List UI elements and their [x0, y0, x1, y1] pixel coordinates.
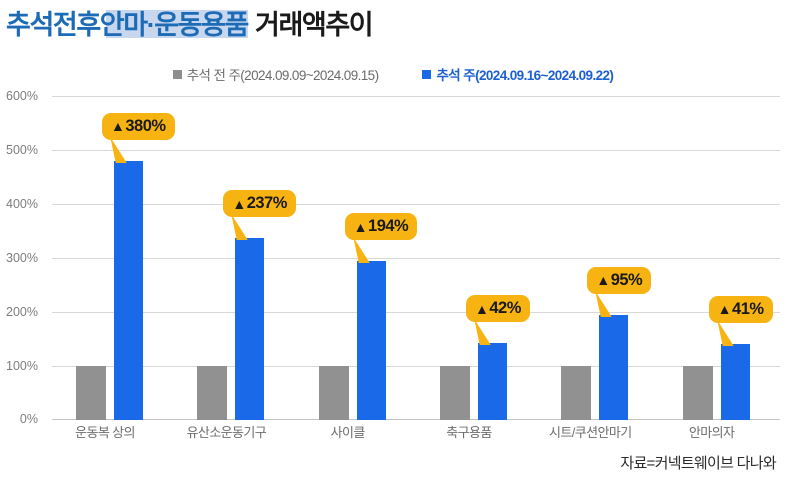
gridline-600 [52, 96, 780, 97]
x-axis-label: 축구용품 [446, 425, 492, 440]
legend-label-previous: 추석 전 주(2024.09.09~2024.09.15) [186, 68, 379, 83]
bar-chuseok-week[interactable] [599, 314, 629, 420]
legend-swatch-icon-previous [172, 69, 182, 79]
data-label-callout: ▲ 194% [344, 213, 418, 264]
legend-item-chuseok-week[interactable]: 추석 주(2024.09.16~2024.09.22) [422, 64, 614, 84]
page-title-accent: 추석전후안마·운동용품 [6, 9, 249, 40]
bar-group [187, 96, 308, 420]
chart-title: 추석전후안마·운동용품 거래액추이 [6, 3, 374, 42]
ytick-label-0: 0% [19, 412, 38, 426]
axis-baseline [52, 419, 780, 420]
x-axis-label: 유산소운동기구 [186, 425, 267, 440]
bar-previous-week[interactable] [561, 366, 592, 420]
bar-previous-week[interactable] [318, 366, 349, 420]
bar-previous-week[interactable] [76, 366, 106, 420]
x-axis-label: 안마의자 [688, 425, 735, 440]
up-triangle-icon: ▲ [232, 195, 246, 212]
up-triangle-icon: ▲ [596, 272, 610, 289]
bar-chuseok-week[interactable] [720, 343, 750, 420]
up-triangle-icon: ▲ [353, 218, 368, 235]
data-label-value: 42% [489, 299, 521, 318]
gridline-400 [52, 204, 780, 205]
bar-group [551, 96, 672, 420]
bar-chuseok-week[interactable] [235, 238, 265, 420]
x-axis-label: 운동복 상의 [75, 425, 135, 440]
data-label-value: 237% [246, 194, 288, 213]
data-label-value: 380% [125, 116, 166, 135]
x-axis-label: 사이클 [330, 425, 366, 440]
bar-chuseok-week[interactable] [356, 261, 386, 420]
gridline-100 [52, 366, 780, 367]
gridline-500 [52, 150, 780, 151]
data-label-callout: ▲ 237% [223, 190, 296, 241]
up-triangle-icon: ▲ [717, 301, 732, 318]
data-label-value: 194% [368, 217, 409, 236]
data-label-value: 41% [732, 299, 764, 318]
bar-group [430, 96, 551, 420]
legend-swatch-icon-current [422, 69, 432, 79]
ytick-label-300: 300% [6, 251, 38, 265]
ytick-label-400: 400% [6, 197, 38, 211]
data-label-callout: ▲ 95% [587, 266, 652, 317]
ytick-label-100: 100% [6, 359, 38, 373]
source-note: 자료=커넥트웨이브 다나와 [620, 455, 776, 472]
title-highlight-wrap: 추석전후안마·운동용품 [6, 3, 249, 42]
bar-previous-week[interactable] [440, 366, 470, 420]
data-label-callout: ▲ 42% [466, 295, 530, 346]
bar-chuseok-week[interactable] [114, 160, 143, 420]
gridline-200 [52, 312, 780, 313]
ytick-label-500: 500% [6, 143, 38, 157]
bar-group [673, 96, 786, 420]
gridline-300 [52, 258, 780, 259]
bar-group [66, 96, 187, 420]
x-axis-label: 시트/쿠션안마기 [549, 425, 632, 440]
ytick-label-600: 600% [6, 89, 38, 103]
bar-previous-week[interactable] [682, 366, 713, 420]
bar-group [309, 96, 430, 420]
data-label-callout: ▲ 41% [708, 295, 773, 346]
legend-item-previous-week[interactable]: 추석 전 주(2024.09.09~2024.09.15) [172, 64, 379, 84]
page-title-plain: 거래액추이 [255, 9, 374, 40]
chart-legend: 추석 전 주(2024.09.09~2024.09.15) 추석 주(2024.… [0, 64, 786, 84]
up-triangle-icon: ▲ [475, 300, 489, 317]
legend-label-current: 추석 주(2024.09.16~2024.09.22) [436, 68, 614, 83]
bar-previous-week[interactable] [197, 366, 228, 420]
plot-area: 600% 500% 400% 300% 200% 100% 0% 운동복 상의 유… [6, 89, 780, 440]
bar-chuseok-week[interactable] [478, 343, 507, 420]
data-label-value: 95% [610, 270, 643, 289]
data-label-callout: ▲ 380% [102, 112, 175, 163]
ytick-label-200: 200% [6, 305, 38, 319]
up-triangle-icon: ▲ [111, 118, 125, 135]
